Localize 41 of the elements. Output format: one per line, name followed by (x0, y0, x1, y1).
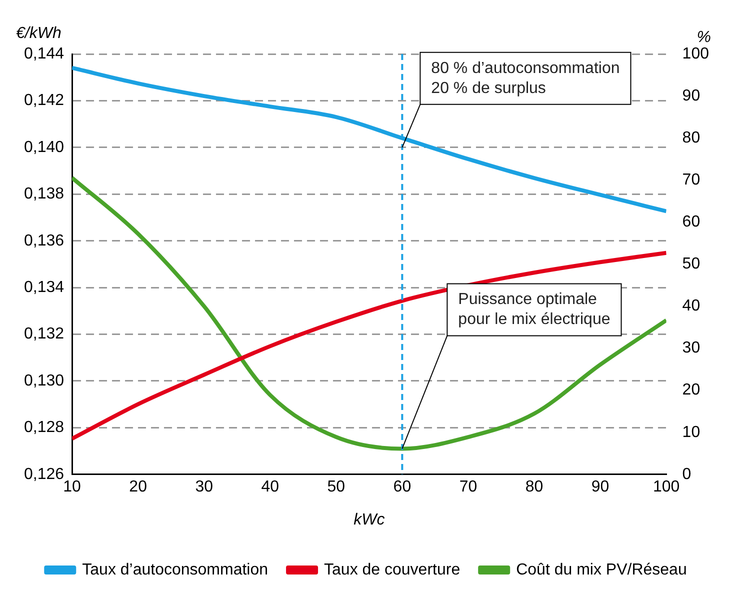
y2-tick-label: 60 (682, 214, 700, 231)
legend-label: Taux de couverture (324, 561, 460, 578)
annotation: Puissance optimale pour le mix électrique (458, 291, 610, 328)
y-tick-label: 0,142 (24, 92, 64, 110)
y2-tick-label: 80 (682, 129, 700, 146)
x-tick-label: 40 (261, 478, 280, 496)
y2-tick-label: 0 (682, 466, 692, 483)
x-tick-label: 20 (129, 478, 148, 496)
x-tick-label: 80 (525, 478, 544, 496)
legend-label: Coût du mix PV/Réseau (516, 561, 687, 578)
y2-axis-title: % (696, 29, 711, 46)
y2-tick-label: 40 (682, 298, 700, 315)
y-tick-label: 0,134 (24, 278, 64, 296)
y2-tick-label: 50 (682, 256, 700, 273)
x-tick-label: 100 (652, 478, 680, 496)
x-tick-label: 10 (63, 478, 82, 496)
y-tick-label: 0,130 (24, 372, 64, 390)
x-tick-label: 70 (459, 478, 478, 496)
y2-tick-label: 100 (682, 45, 710, 62)
y2-tick-label: 90 (682, 87, 700, 104)
y-tick-label: 0,128 (24, 419, 64, 436)
y2-tick-label: 30 (682, 340, 700, 357)
x-tick-label: 30 (195, 478, 214, 496)
y2-tick-label: 10 (682, 424, 700, 441)
y-axis-title: €/kWh (16, 25, 62, 42)
y-tick-label: 0,138 (24, 186, 64, 203)
line-series (72, 250, 666, 441)
y-tick-label: 0,126 (24, 466, 64, 483)
y2-tick-label: 70 (682, 172, 700, 189)
y2-tick-label: 20 (682, 382, 700, 399)
line-series (72, 176, 666, 451)
y-tick-label: 0,136 (24, 232, 64, 250)
y-tick-label: 0,132 (24, 326, 64, 343)
y-tick-label: 0,144 (24, 45, 64, 62)
legend-label: Taux d’autoconsommation (82, 561, 268, 578)
annotation: 80 % d’autoconsommation 20 % de surplus (431, 60, 620, 97)
y-tick-label: 0,140 (24, 138, 64, 156)
x-axis-title: kWc (354, 511, 385, 528)
x-tick-label: 50 (327, 478, 346, 496)
x-tick-label: 90 (591, 478, 610, 496)
x-tick-label: 60 (393, 478, 412, 496)
